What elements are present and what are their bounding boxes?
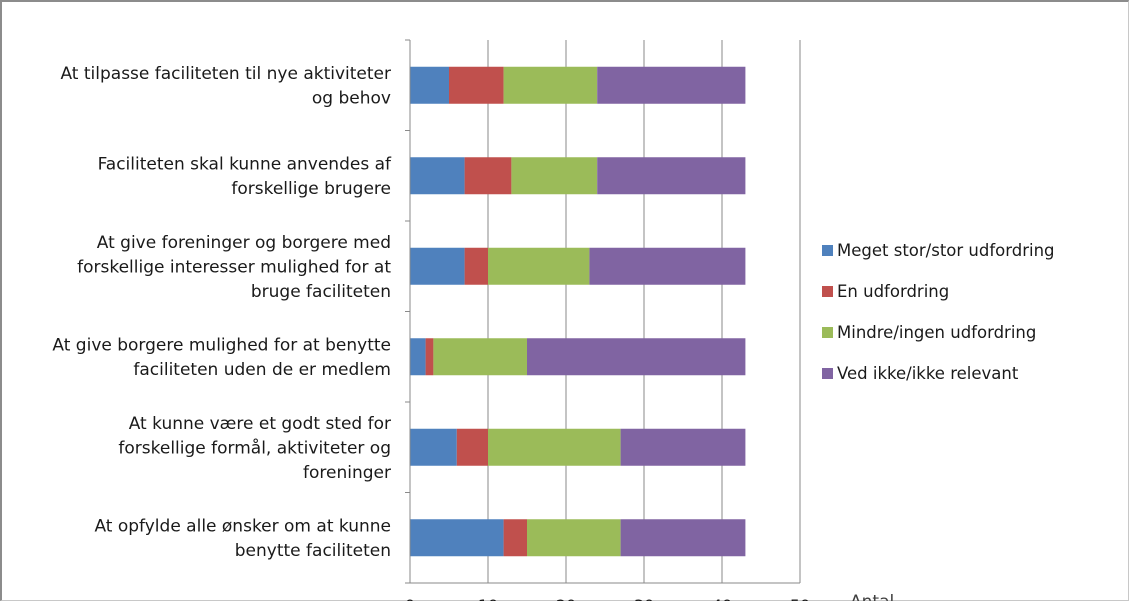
legend-label: Meget stor/stor udfordring: [837, 241, 1055, 260]
category-label: At give borgere mulighed for at benytte f…: [52, 336, 391, 381]
legend-swatch: [822, 286, 833, 297]
legend: Meget stor/stor udfordring En udfordring M…: [822, 241, 1055, 383]
bar-segment: [449, 67, 504, 104]
category-label: At tilpasse faciliteten til nye aktivite…: [60, 64, 391, 109]
legend-swatch: [822, 245, 833, 256]
x-tick-label: 20: [556, 596, 576, 601]
x-tick-label: 50: [790, 596, 810, 601]
category-label: Faciliteten skal kunne anvendes af forske…: [98, 155, 392, 200]
bar-segment: [597, 157, 745, 194]
category-label: At kunne være et godt sted for forskellig…: [118, 414, 391, 483]
gridlines: [488, 40, 800, 583]
bar-segment: [527, 519, 621, 556]
bar-segment: [488, 429, 621, 466]
bars: [410, 67, 745, 557]
bar-segment: [433, 338, 527, 375]
category-labels: At tilpasse faciliteten til nye aktivite…: [52, 64, 392, 561]
x-tick-label: 10: [478, 596, 498, 601]
bar-segment: [527, 338, 745, 375]
bar-segment: [410, 338, 426, 375]
bar-segment: [457, 429, 488, 466]
bar-segment: [488, 248, 589, 285]
x-tick-label: 40: [712, 596, 732, 601]
x-tick-label: 30: [634, 596, 654, 601]
x-axis-title: Antal: [850, 592, 894, 601]
bar-segment: [410, 157, 465, 194]
bar-segment: [426, 338, 434, 375]
axes: 0 10 20 30 40 50 Antal: [405, 40, 894, 601]
bar-segment: [410, 248, 465, 285]
bar-segment: [465, 157, 512, 194]
legend-label: Mindre/ingen udfordring: [837, 323, 1036, 342]
bar-segment: [410, 519, 504, 556]
bar-segment: [621, 519, 746, 556]
bar-segment: [465, 248, 488, 285]
bar-segment: [597, 67, 745, 104]
category-label: At opfylde alle ønsker om at kunne benytt…: [94, 517, 391, 562]
bar-segment: [511, 157, 597, 194]
category-label: At give foreninger og borgere med forskel…: [77, 233, 391, 302]
legend-label: Ved ikke/ikke relevant: [837, 364, 1019, 383]
legend-label: En udfordring: [837, 282, 949, 301]
bar-segment: [504, 519, 527, 556]
legend-swatch: [822, 368, 833, 379]
bar-segment: [410, 67, 449, 104]
x-tick-label: 0: [405, 596, 415, 601]
bar-segment: [621, 429, 746, 466]
bar-segment: [504, 67, 598, 104]
legend-swatch: [822, 327, 833, 338]
bar-segment: [589, 248, 745, 285]
bar-segment: [410, 429, 457, 466]
